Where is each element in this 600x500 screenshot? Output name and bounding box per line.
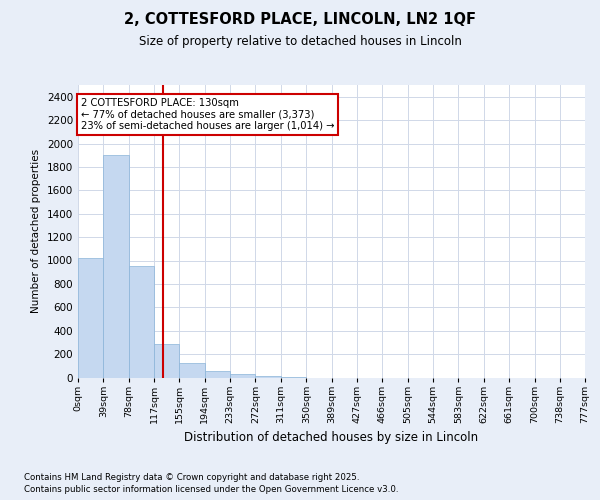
Bar	[154, 344, 179, 378]
Text: 2 COTTESFORD PLACE: 130sqm
← 77% of detached houses are smaller (3,373)
23% of s: 2 COTTESFORD PLACE: 130sqm ← 77% of deta…	[80, 98, 334, 131]
Y-axis label: Number of detached properties: Number of detached properties	[31, 149, 41, 314]
Bar	[230, 374, 256, 378]
Text: Size of property relative to detached houses in Lincoln: Size of property relative to detached ho…	[139, 35, 461, 48]
X-axis label: Distribution of detached houses by size in Lincoln: Distribution of detached houses by size …	[184, 432, 479, 444]
Text: 2, COTTESFORD PLACE, LINCOLN, LN2 1QF: 2, COTTESFORD PLACE, LINCOLN, LN2 1QF	[124, 12, 476, 28]
Text: Contains HM Land Registry data © Crown copyright and database right 2025.: Contains HM Land Registry data © Crown c…	[24, 472, 359, 482]
Bar	[205, 371, 230, 378]
Bar	[103, 155, 129, 378]
Bar	[78, 258, 103, 378]
Bar	[179, 364, 205, 378]
Bar	[281, 377, 307, 378]
Bar	[256, 376, 281, 378]
Text: Contains public sector information licensed under the Open Government Licence v3: Contains public sector information licen…	[24, 485, 398, 494]
Bar	[129, 266, 154, 378]
